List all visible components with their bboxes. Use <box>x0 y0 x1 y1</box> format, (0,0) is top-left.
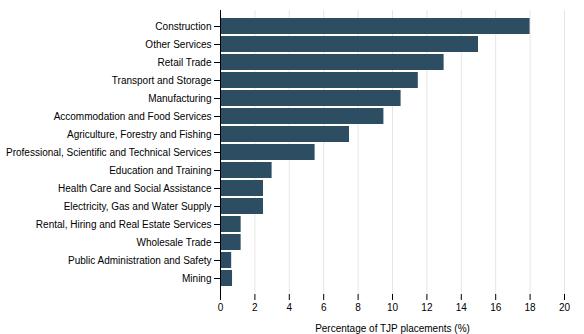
svg-text:8: 8 <box>355 302 361 313</box>
svg-text:4: 4 <box>287 302 293 313</box>
svg-text:10: 10 <box>387 302 399 313</box>
svg-text:Manufacturing: Manufacturing <box>148 93 211 104</box>
svg-text:Other Services: Other Services <box>145 39 211 50</box>
svg-text:Electricity, Gas and Water Sup: Electricity, Gas and Water Supply <box>64 201 212 212</box>
svg-text:Retail Trade: Retail Trade <box>158 57 212 68</box>
svg-text:Public Administration and Safe: Public Administration and Safety <box>68 255 211 266</box>
svg-text:16: 16 <box>490 302 502 313</box>
svg-text:Health Care and Social Assista: Health Care and Social Assistance <box>58 183 212 194</box>
svg-text:Agriculture, Forestry and Fish: Agriculture, Forestry and Fishing <box>67 129 212 140</box>
svg-text:14: 14 <box>456 302 468 313</box>
svg-text:2: 2 <box>252 302 258 313</box>
svg-text:Wholesale Trade: Wholesale Trade <box>136 237 211 248</box>
svg-text:Education and Training: Education and Training <box>109 165 211 176</box>
svg-text:Rental, Hiring and Real Estate: Rental, Hiring and Real Estate Services <box>36 219 212 230</box>
svg-text:Percentage of TJP placements (: Percentage of TJP placements (%) <box>315 323 470 334</box>
svg-text:Construction: Construction <box>155 21 211 32</box>
svg-text:Accommodation and Food Service: Accommodation and Food Services <box>54 111 212 122</box>
svg-text:6: 6 <box>321 302 327 313</box>
svg-text:0: 0 <box>218 302 224 313</box>
svg-text:18: 18 <box>525 302 537 313</box>
svg-text:Transport and Storage: Transport and Storage <box>112 75 212 86</box>
svg-text:Professional, Scientific and T: Professional, Scientific and Technical S… <box>6 147 211 158</box>
svg-text:12: 12 <box>421 302 433 313</box>
svg-text:Mining: Mining <box>182 273 211 284</box>
svg-text:20: 20 <box>559 302 571 313</box>
